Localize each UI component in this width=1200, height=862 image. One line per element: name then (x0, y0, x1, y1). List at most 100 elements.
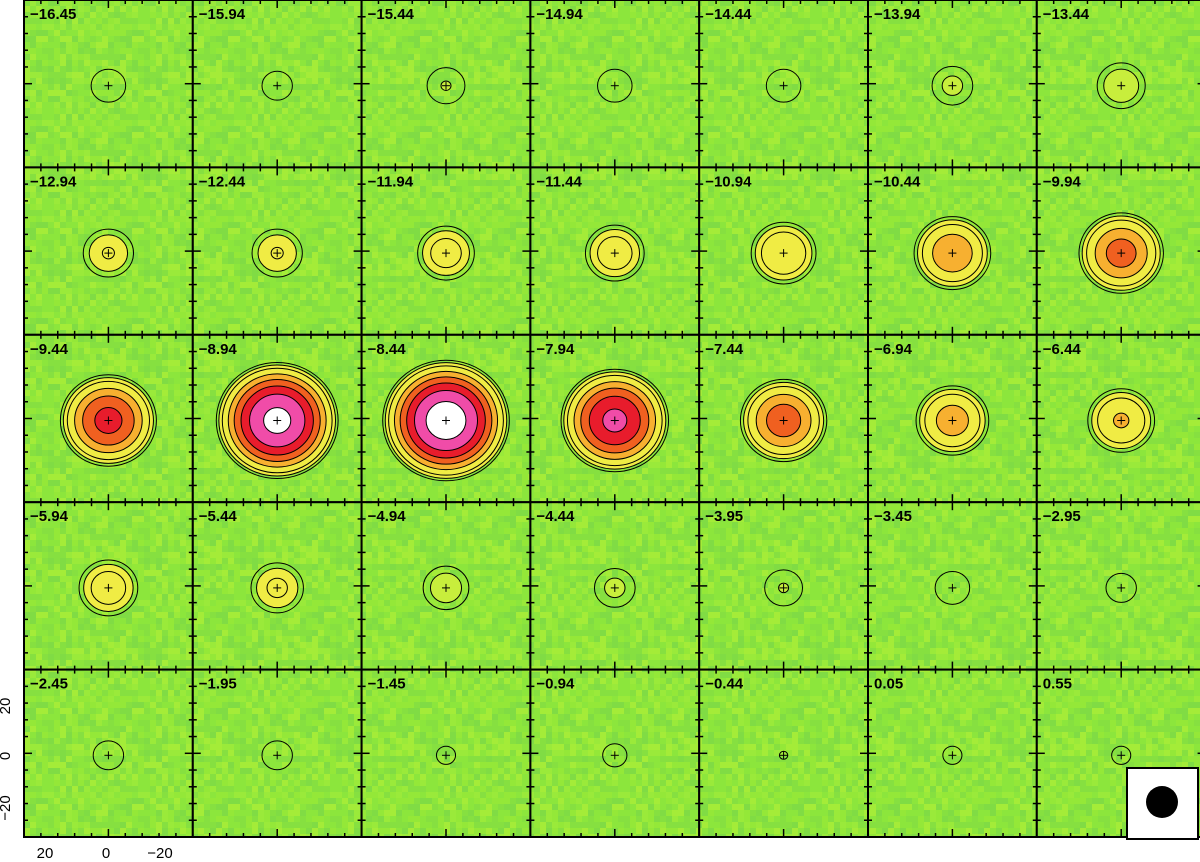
emission-contour (1078, 212, 1164, 294)
velocity-label: −12.44 (199, 173, 246, 190)
velocity-label: −13.44 (1043, 6, 1090, 23)
velocity-label: −4.94 (368, 508, 407, 525)
channel-panel: −13.94 (867, 0, 1038, 169)
velocity-label: −15.94 (199, 6, 246, 23)
channel-panel: −9.94 (1035, 166, 1200, 336)
velocity-label: −2.95 (1043, 508, 1081, 525)
channel-panel: −7.44 (698, 333, 870, 504)
channel-panel: −14.44 (698, 0, 870, 169)
emission-contour (584, 224, 645, 282)
velocity-label: −14.44 (705, 6, 752, 23)
velocity-label: −8.94 (199, 341, 238, 358)
velocity-label: −5.44 (199, 508, 238, 525)
velocity-label: −7.94 (536, 341, 575, 358)
channel-panel: −11.44 (529, 166, 701, 336)
channel-panel: −0.94 (529, 668, 701, 838)
channel-panel: −16.45 (23, 0, 194, 169)
emission-contour (931, 65, 974, 106)
emission-contour (1111, 745, 1132, 765)
channel-panel: −11.94 (360, 166, 532, 336)
emission-contour (422, 565, 470, 611)
emission-contour (92, 740, 125, 771)
emission-contour (1105, 572, 1137, 603)
emission-contour (934, 570, 971, 605)
channel-panel: −7.94 (529, 333, 701, 504)
velocity-label: 0.05 (874, 676, 903, 693)
channel-panel: −5.94 (23, 501, 194, 671)
x-tick-label: 20 (37, 845, 54, 862)
channel-panel: −6.44 (1035, 333, 1200, 504)
channel-panel: −15.94 (191, 0, 363, 169)
emission-contour (261, 740, 293, 771)
emission-contour (215, 361, 339, 480)
x-tick-label: 0 (102, 845, 110, 862)
channel-panel: −10.94 (698, 166, 870, 336)
channel-panel: −15.44 (360, 0, 532, 169)
channel-panel: −1.95 (191, 668, 363, 838)
emission-contour (250, 562, 304, 614)
velocity-label: 0.55 (1043, 676, 1072, 693)
emission-contour (251, 228, 303, 278)
velocity-label: −1.45 (368, 676, 406, 693)
velocity-label: −10.94 (705, 173, 752, 190)
emission-contour (739, 378, 828, 463)
y-tick-label: −20 (0, 795, 14, 820)
emission-contour (1087, 388, 1156, 453)
channel-panel: −8.44 (360, 333, 532, 504)
channel-panel: −4.94 (360, 501, 532, 671)
axis-labels: 20 0 −20 20 0 −20 (0, 698, 173, 862)
emission-contour (750, 221, 817, 285)
emission-contour (765, 68, 802, 103)
channel-panel: −1.45 (360, 668, 532, 838)
velocity-label: −11.94 (368, 173, 414, 190)
velocity-label: −3.45 (874, 508, 912, 525)
velocity-label: −13.94 (874, 6, 921, 23)
emission-contour (915, 385, 990, 456)
y-tick-label: 0 (0, 752, 14, 760)
velocity-label: −2.45 (30, 676, 68, 693)
channel-panel: −2.95 (1035, 501, 1200, 671)
emission-contour (597, 68, 633, 103)
velocity-label: −6.44 (1043, 341, 1082, 358)
channel-panel: −14.94 (529, 0, 701, 169)
emission-contour (942, 745, 963, 765)
velocity-label: −14.94 (536, 6, 583, 23)
channel-panel: −4.44 (529, 501, 701, 671)
velocity-label: −12.94 (30, 173, 77, 190)
emission-contour (435, 745, 457, 765)
panel-grid: −16.45 −15.94 −15.44 −14.94 −14.44 −13.94 −13.… (23, 0, 1200, 838)
channel-panel: −5.44 (191, 501, 363, 671)
channel-panel: −9.44 (23, 333, 194, 504)
emission-contour (602, 743, 628, 768)
velocity-label: −5.94 (30, 508, 69, 525)
emission-contour (382, 359, 510, 482)
beam-inset (1126, 767, 1199, 840)
velocity-label: −9.44 (30, 341, 69, 358)
emission-contour (261, 70, 293, 101)
y-tick-label: 20 (0, 698, 14, 715)
velocity-label: −15.44 (368, 6, 415, 23)
velocity-label: −11.44 (536, 173, 582, 190)
channel-panel: −0.44 (698, 668, 870, 838)
emission-contour (59, 374, 157, 467)
emission-contour (764, 569, 804, 607)
velocity-label: −0.94 (536, 676, 575, 693)
beam-ellipse (1146, 786, 1178, 818)
emission-contour (417, 225, 475, 281)
channel-panel: −3.95 (698, 501, 870, 671)
velocity-label: −16.45 (30, 6, 76, 23)
velocity-label: −3.95 (705, 508, 743, 525)
emission-contour (78, 559, 139, 617)
emission-contour (82, 228, 135, 278)
emission-contour (426, 67, 466, 105)
velocity-label: −8.44 (368, 341, 407, 358)
channel-panel: −12.94 (23, 166, 194, 336)
channel-panel: −3.45 (867, 501, 1038, 671)
velocity-label: −7.44 (705, 341, 744, 358)
channel-panel: −13.44 (1035, 0, 1200, 169)
panel-background (1036, 502, 1200, 670)
emission-contour (913, 216, 992, 291)
velocity-label: −4.44 (536, 508, 575, 525)
velocity-label: −9.94 (1043, 173, 1082, 190)
